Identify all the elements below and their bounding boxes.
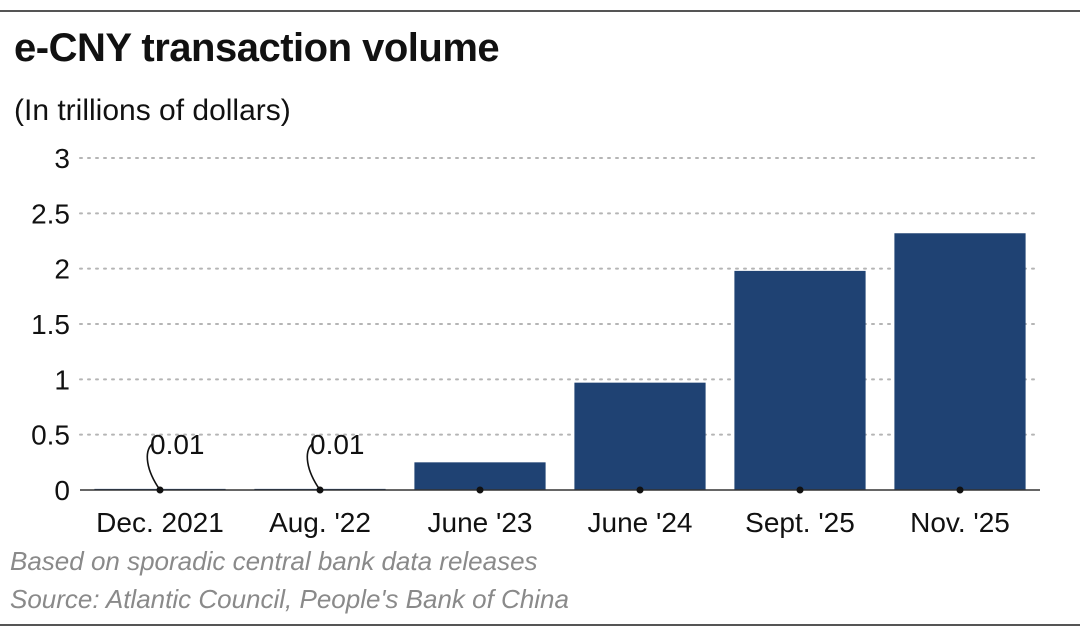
y-tick-label: 1 <box>54 364 70 395</box>
x-tick-label: Sept. '25 <box>745 507 855 538</box>
x-tick-label: Nov. '25 <box>910 507 1010 538</box>
bottom-rule <box>0 624 1080 626</box>
y-tick-label: 3 <box>54 143 70 174</box>
y-tick-label: 2.5 <box>31 198 70 229</box>
chart-title: e-CNY transaction volume <box>14 26 500 70</box>
data-label: 0.01 <box>310 429 365 460</box>
x-tick-label: June '23 <box>428 507 533 538</box>
y-tick-label: 1.5 <box>31 309 70 340</box>
x-tick-dot <box>636 486 644 494</box>
data-note: Based on sporadic central bank data rele… <box>10 546 538 576</box>
bar-2 <box>414 462 546 490</box>
bar-5 <box>894 233 1026 490</box>
x-tick-label: June '24 <box>588 507 693 538</box>
y-tick-label: 0.5 <box>31 420 70 451</box>
bar-3 <box>574 382 706 490</box>
y-tick-label: 2 <box>54 254 70 285</box>
top-rule <box>0 10 1080 12</box>
data-label: 0.01 <box>150 429 205 460</box>
x-tick-label: Aug. '22 <box>269 507 371 538</box>
x-tick-dot <box>796 486 804 494</box>
data-label-leader <box>306 443 321 491</box>
source-note: Source: Atlantic Council, People's Bank … <box>10 584 569 614</box>
x-tick-label: Dec. 2021 <box>96 507 224 538</box>
x-tick-dot <box>476 486 484 494</box>
y-tick-label: 0 <box>54 475 70 506</box>
x-tick-dot <box>956 486 964 494</box>
chart-subtitle: (In trillions of dollars) <box>14 94 291 127</box>
data-label-leader <box>146 443 161 491</box>
bar-4 <box>734 270 866 490</box>
